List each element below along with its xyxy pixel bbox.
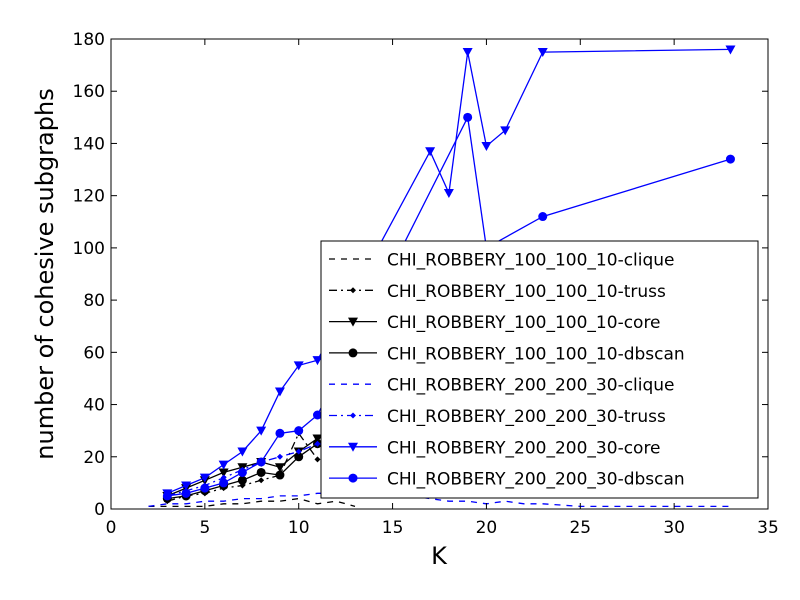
data-point <box>237 475 247 485</box>
legend-label: CHI_ROBBERY_200_200_30-dbscan <box>387 470 685 490</box>
series-line <box>167 430 337 497</box>
data-point <box>218 468 229 478</box>
y-tick-label: 20 <box>83 448 105 468</box>
legend-entry: CHI_ROBBERY_200_200_30-dbscan <box>329 470 685 490</box>
legend-marker <box>350 287 356 294</box>
legend-marker <box>348 473 358 483</box>
series-line <box>167 437 337 500</box>
y-tick-label: 0 <box>94 500 105 520</box>
y-tick-label: 100 <box>73 239 105 259</box>
x-tick-label: 25 <box>569 518 591 538</box>
data-point <box>462 48 473 58</box>
data-point <box>425 147 436 157</box>
legend-label: CHI_ROBBERY_200_200_30-truss <box>387 407 666 427</box>
y-tick-label: 160 <box>73 82 105 102</box>
data-point <box>538 212 548 222</box>
legend-entry: CHI_ROBBERY_100_100_10-clique <box>329 251 675 271</box>
data-point <box>181 481 192 491</box>
series-6 <box>164 440 340 499</box>
plot-frame <box>110 38 769 510</box>
data-point <box>312 410 322 420</box>
data-point <box>237 467 247 477</box>
legend-entry: CHI_ROBBERY_100_100_10-truss <box>329 282 666 302</box>
y-tick-label: 40 <box>83 396 105 416</box>
data-point <box>314 456 321 463</box>
x-tick-label: 10 <box>288 518 310 538</box>
data-point <box>237 447 248 457</box>
data-point <box>314 440 321 447</box>
data-point <box>218 460 229 470</box>
legend-marker <box>348 317 358 327</box>
data-point <box>443 189 454 199</box>
series-line <box>148 497 356 508</box>
series-7 <box>162 45 736 499</box>
data-point <box>295 448 302 455</box>
legend-entry: CHI_ROBBERY_200_200_30-truss <box>329 407 666 427</box>
x-tick-label: 0 <box>106 518 117 538</box>
legend-box <box>320 240 759 499</box>
series-line <box>167 443 337 497</box>
x-axis-label: K <box>431 542 448 570</box>
legend-marker <box>350 412 356 419</box>
data-point <box>275 428 285 438</box>
data-point <box>181 488 191 498</box>
data-point <box>162 491 172 501</box>
data-point <box>500 126 511 136</box>
data-point <box>200 483 210 493</box>
data-point <box>219 478 229 488</box>
data-point <box>294 452 304 462</box>
y-tick-label: 80 <box>83 291 105 311</box>
legend-marker <box>348 442 358 452</box>
data-point <box>258 477 265 484</box>
legend-marker <box>348 348 358 358</box>
data-point <box>293 361 304 371</box>
x-tick-label: 15 <box>382 518 404 538</box>
data-point <box>274 387 285 397</box>
legend-label: CHI_ROBBERY_100_100_10-core <box>387 313 661 333</box>
data-point <box>725 154 735 164</box>
series-line <box>167 48 731 494</box>
y-axis-label: number of cohesive subgraphs <box>31 88 59 459</box>
x-tick-label: 5 <box>199 518 210 538</box>
y-tick-label: 180 <box>73 30 105 50</box>
series-1 <box>148 497 356 508</box>
data-point <box>256 426 267 436</box>
x-tick-label: 35 <box>757 518 779 538</box>
data-point <box>294 426 304 436</box>
legend-label: CHI_ROBBERY_100_100_10-truss <box>387 282 666 302</box>
legend-entry: CHI_ROBBERY_100_100_10-core <box>329 313 661 333</box>
legend-entry: CHI_ROBBERY_200_200_30-clique <box>329 376 675 396</box>
legend: CHI_ROBBERY_100_100_10-clique CHI_ROBBERY… <box>320 240 759 499</box>
plot-area <box>148 45 736 508</box>
data-point <box>481 142 492 152</box>
legend-label: CHI_ROBBERY_100_100_10-dbscan <box>387 344 685 364</box>
legend-label: CHI_ROBBERY_200_200_30-clique <box>387 376 675 396</box>
data-point <box>256 457 266 467</box>
data-point <box>463 112 473 122</box>
data-point <box>276 453 283 460</box>
data-point <box>537 48 548 58</box>
x-tick-label: 30 <box>663 518 685 538</box>
data-point <box>199 473 210 483</box>
data-point <box>275 470 285 480</box>
x-tick-label: 20 <box>476 518 498 538</box>
legend-label: CHI_ROBBERY_100_100_10-clique <box>387 251 675 271</box>
legend-label: CHI_ROBBERY_200_200_30-core <box>387 438 661 458</box>
data-point <box>312 356 323 366</box>
data-point <box>312 434 323 444</box>
data-point <box>274 463 285 473</box>
data-point <box>256 467 266 477</box>
legend-entry: CHI_ROBBERY_100_100_10-dbscan <box>329 344 685 364</box>
axes: 0 5 10 15 20 25 30 35 0 20 40 60 80 100 120 140 160 180 <box>73 30 779 538</box>
data-point <box>725 45 736 55</box>
legend-entry: CHI_ROBBERY_200_200_30-core <box>329 438 661 458</box>
y-tick-label: 120 <box>73 187 105 207</box>
y-tick-label: 140 <box>73 134 105 154</box>
y-tick-label: 60 <box>83 343 105 363</box>
